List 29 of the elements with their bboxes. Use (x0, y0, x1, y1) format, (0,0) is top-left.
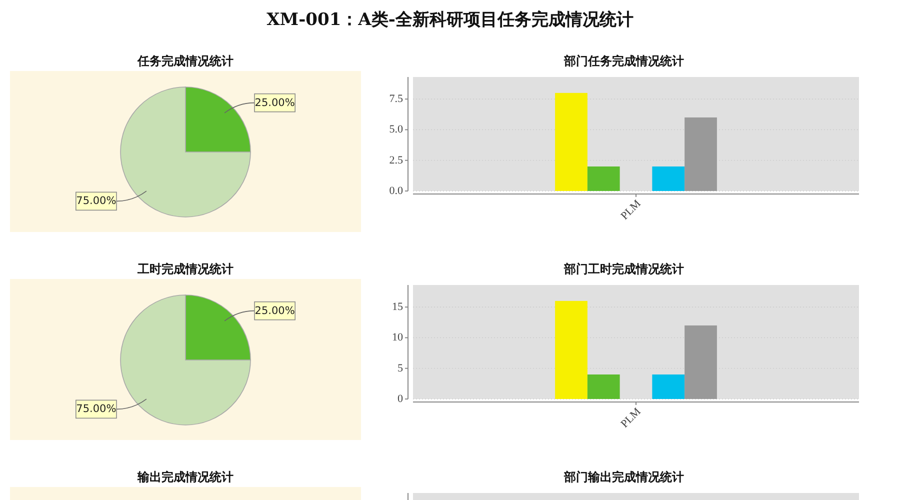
pie-slice (120, 86, 251, 218)
bar (652, 374, 685, 399)
bar (555, 92, 588, 191)
y-tick-label: 15 (392, 301, 404, 314)
bar (684, 325, 717, 399)
text: 部门输出完成情况统计 (563, 470, 684, 484)
y-tick-label: 0.0 (389, 185, 404, 197)
text: XM-001：A类-全新科研项目任务完成情况统计 (266, 10, 634, 30)
data-label: 25.00% (254, 304, 295, 317)
bar (587, 166, 620, 191)
bar (684, 117, 717, 191)
bar (555, 300, 588, 399)
chart-title: 部门任务完成情况统计 (563, 54, 684, 68)
data-label: 75.00% (76, 403, 116, 416)
bar (587, 374, 620, 399)
y-tick-label: 7.5 (389, 93, 404, 106)
chart-title: 部门工时完成情况统计 (563, 262, 684, 276)
text: 输出完成情况统计 (136, 470, 234, 484)
pie-slice (120, 294, 251, 426)
data-label: 25.00% (254, 96, 295, 109)
y-tick-label: 2.5 (389, 154, 404, 166)
y-tick-label: 0 (398, 393, 404, 405)
chart-title: 任务完成情况统计 (136, 54, 234, 68)
chart-title: 工时完成情况统计 (136, 262, 234, 276)
y-tick-label: 5.0 (389, 124, 404, 136)
bar (652, 166, 685, 191)
data-label: 75.00% (76, 195, 116, 208)
y-tick-label: 5 (398, 362, 404, 374)
y-tick-label: 10 (392, 332, 404, 344)
